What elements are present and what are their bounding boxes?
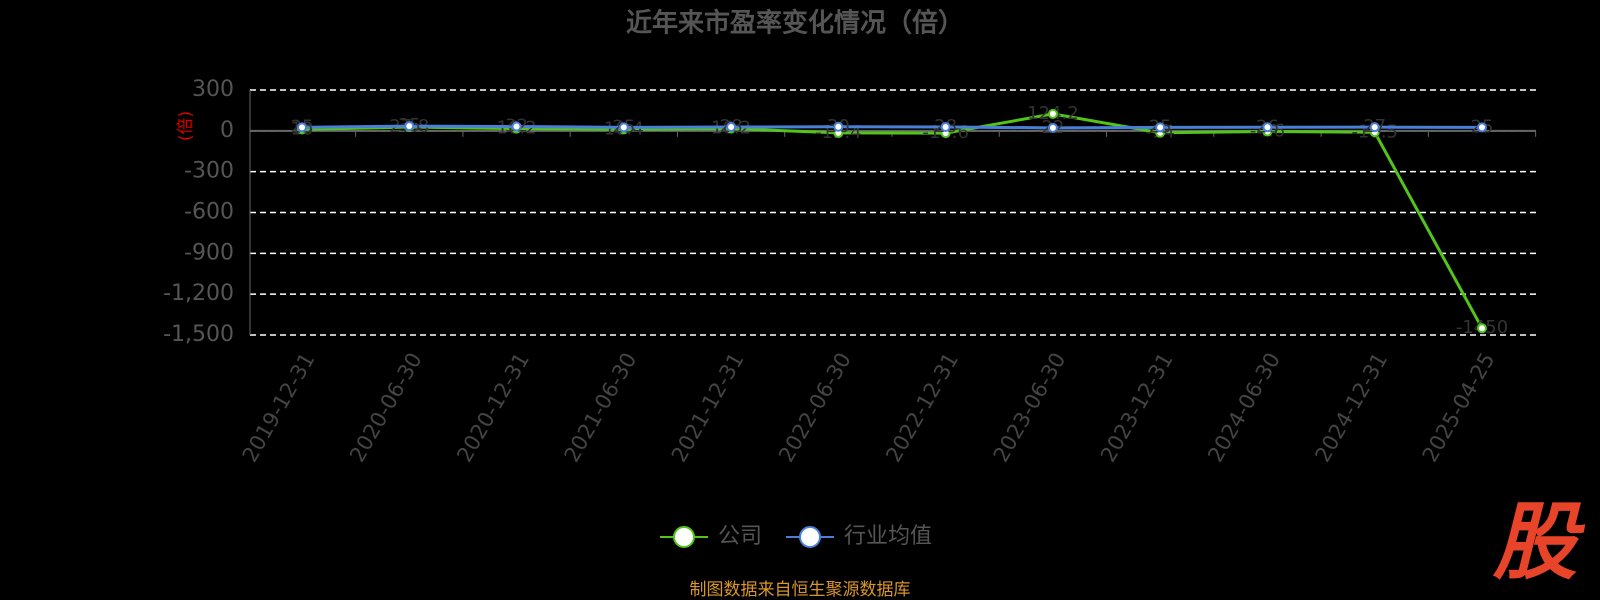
legend-swatch — [799, 526, 822, 548]
legend-label: 公司 — [718, 524, 762, 549]
series-line — [301, 124, 1483, 130]
y-tick-label: 300 — [192, 77, 234, 102]
x-tick-label: 2024-06-30 — [1203, 349, 1285, 467]
x-tick-label: 2020-06-30 — [345, 348, 427, 466]
point — [1477, 323, 1487, 334]
x-tick-label: 2023-12-31 — [1096, 349, 1178, 467]
x-tick-label: 2023-06-30 — [989, 349, 1071, 467]
y-axis-label: (倍) — [176, 111, 196, 141]
legend-label: 行业均值 — [844, 524, 932, 549]
y-tick-label: -300 — [184, 159, 234, 184]
point — [297, 122, 307, 133]
point — [1477, 122, 1487, 133]
x-tick-label: 2024-12-31 — [1310, 349, 1392, 467]
series-line — [301, 112, 1484, 329]
point — [511, 121, 522, 132]
point — [1047, 108, 1058, 119]
point — [940, 122, 951, 133]
point — [726, 122, 737, 133]
x-tick-label: 2022-12-31 — [881, 349, 963, 467]
point — [833, 121, 844, 132]
point — [618, 122, 629, 133]
x-tick-label: 2025-04-25 — [1418, 349, 1500, 467]
source-note: 制图数据来自恒生聚源数据库 — [690, 580, 911, 600]
x-tick-label: 2020-12-31 — [452, 349, 534, 467]
point — [1155, 122, 1166, 133]
x-tick-label: 2021-12-31 — [667, 349, 749, 467]
chart-title: 近年来市盈率变化情况（倍） — [626, 8, 964, 39]
y-tick-label: -900 — [184, 240, 234, 265]
point — [404, 121, 415, 132]
y-tick-label: 0 — [220, 118, 234, 143]
y-tick-label: -1,200 — [163, 281, 234, 306]
point — [1369, 122, 1380, 133]
point — [1047, 122, 1058, 133]
legend-swatch — [673, 526, 695, 548]
y-tick-label: -600 — [184, 200, 234, 225]
x-tick-label: 2022-06-30 — [774, 349, 856, 467]
y-tick-label: -1,500 — [163, 322, 234, 347]
x-tick-label: 2021-06-30 — [560, 349, 642, 467]
logo: 股 — [1492, 493, 1586, 591]
point — [1262, 122, 1273, 133]
x-tick-label: 2019-12-31 — [238, 349, 320, 467]
